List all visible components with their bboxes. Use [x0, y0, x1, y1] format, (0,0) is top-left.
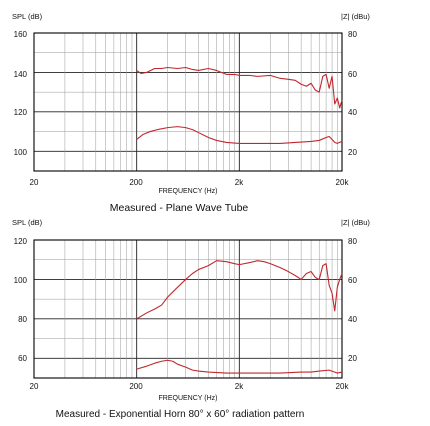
chart-1-series-1-line	[136, 66, 343, 109]
chart-1-y-right-tick-label: 80	[348, 30, 357, 39]
chart-2-series-1-line	[136, 260, 343, 320]
chart-1-y-tick-label: 100	[14, 148, 28, 157]
chart-1-y-axis-label: SPL (dB)	[12, 12, 43, 21]
chart-1-y-tick-label: 160	[14, 30, 28, 39]
chart-1-y-tick-label: 120	[14, 108, 28, 117]
chart-2-x-tick-label: 200	[129, 382, 143, 391]
chart-2-series-2-line	[136, 359, 343, 374]
chart-1-x-axis-label: FREQUENCY (Hz)	[159, 188, 218, 195]
chart-1-y-tick-label: 140	[14, 70, 28, 79]
chart-1-grid	[33, 32, 343, 172]
chart-2-y-right-tick-label: 60	[348, 276, 357, 285]
chart-1-series-2-line	[136, 126, 343, 144]
chart-2-x-tick-label: 2k	[235, 382, 244, 391]
chart-1-title: Measured - Plane Wave Tube	[110, 202, 249, 214]
chart-2-x-axis-label: FREQUENCY (Hz)	[159, 395, 218, 402]
chart-2-y-tick-label: 80	[18, 315, 27, 324]
chart-2-y-axis-label: SPL (dB)	[12, 218, 43, 227]
chart-1-x-tick-label: 20	[30, 178, 39, 187]
chart-1-x-tick-label: 20k	[336, 178, 350, 187]
chart-2-lines	[136, 260, 343, 374]
chart-2-y-right-axis-label: |Z| (dBu)	[341, 218, 370, 227]
chart-2-y-right-tick-label: 20	[348, 354, 357, 363]
chart-1-lines	[136, 66, 343, 144]
chart-2-x-tick-label: 20k	[336, 382, 350, 391]
chart-1-y-right-tick-label: 60	[348, 70, 357, 79]
chart-1-y-right-axis-label: |Z| (dBu)	[341, 12, 370, 21]
chart-2-x-tick-label: 20	[30, 382, 39, 391]
chart-2-y-tick-label: 120	[14, 237, 28, 246]
chart-2-y-tick-label: 60	[18, 354, 27, 363]
chart-1-x-tick-label: 200	[129, 178, 143, 187]
chart-2-grid	[33, 239, 343, 379]
chart-1-y-right-tick-label: 20	[348, 148, 357, 157]
chart-1-plot-frame	[33, 32, 343, 172]
chart-2-y-right-tick-label: 40	[348, 315, 357, 324]
chart-2-y-tick-label: 100	[14, 276, 28, 285]
chart-2-y-right-tick-label: 80	[348, 237, 357, 246]
chart-1-y-right-tick-label: 40	[348, 108, 357, 117]
chart-1-x-tick-label: 2k	[235, 178, 244, 187]
chart-2-title: Measured - Exponential Horn 80° x 60° ra…	[56, 409, 305, 420]
chart-2-plot-frame	[33, 239, 343, 379]
